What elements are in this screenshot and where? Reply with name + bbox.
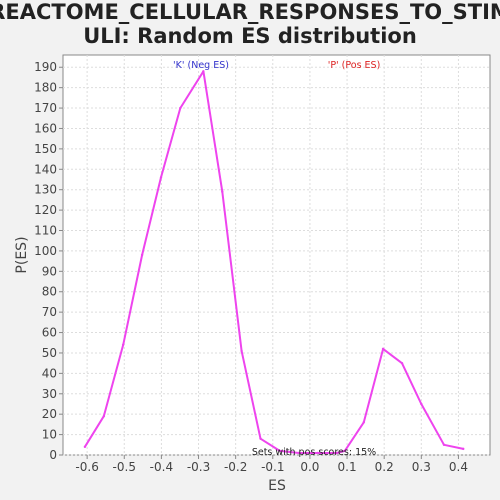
plot-area xyxy=(62,54,491,456)
data-point xyxy=(102,415,106,418)
data-point xyxy=(179,106,182,110)
x-tick-label: 0.2 xyxy=(375,460,394,474)
x-tick-label: -0.1 xyxy=(261,460,284,474)
data-point xyxy=(362,421,365,424)
data-point xyxy=(202,70,205,73)
y-tick-label: 190 xyxy=(34,60,57,74)
y-tick-label: 120 xyxy=(34,203,57,217)
y-tick-label: 110 xyxy=(34,224,57,238)
neg-es-label: 'K' (Neg ES) xyxy=(173,60,229,71)
data-point xyxy=(381,347,385,351)
x-tick-label: -0.6 xyxy=(75,460,98,474)
data-point xyxy=(140,253,144,257)
data-point xyxy=(83,445,87,449)
data-point xyxy=(462,447,465,451)
data-point xyxy=(316,451,319,455)
data-point xyxy=(420,402,423,406)
x-tick-label: 0.3 xyxy=(412,460,431,474)
y-tick-label: 180 xyxy=(34,81,57,95)
x-tick-label: 0.1 xyxy=(338,460,357,474)
y-tick-label: 90 xyxy=(42,264,57,278)
y-tick-label: 130 xyxy=(34,183,57,197)
y-tick-label: 20 xyxy=(42,407,57,421)
y-tick-label: 40 xyxy=(42,366,57,380)
pos-es-label: 'P' (Pos ES) xyxy=(328,60,381,71)
series-layer xyxy=(83,70,465,455)
y-tick-label: 50 xyxy=(42,346,57,360)
chart-title-line-2: ULI: Random ES distribution xyxy=(83,24,417,48)
x-tick-label: -0.2 xyxy=(224,460,247,474)
data-point xyxy=(121,343,125,346)
y-tick-label: 140 xyxy=(34,162,57,176)
chart-title-line-1: REACTOME_CELLULAR_RESPONSES_TO_STIM xyxy=(0,0,500,24)
y-tick-label: 70 xyxy=(42,305,57,319)
x-tick-label: 0.0 xyxy=(300,460,319,474)
y-tick-label: 170 xyxy=(34,101,57,115)
data-point xyxy=(159,176,163,179)
x-tick-label: -0.3 xyxy=(187,460,210,474)
data-point xyxy=(442,443,446,446)
x-tick-label: -0.4 xyxy=(150,460,173,474)
x-axis-ticks: -0.6 -0.5 -0.4 -0.3 -0.2 -0.1 0.0 0.1 0.2 0.3 0.4 xyxy=(75,455,468,474)
x-tick-label: -0.5 xyxy=(113,460,136,474)
data-point xyxy=(297,451,300,455)
data-point xyxy=(240,349,243,353)
grid xyxy=(63,55,490,456)
y-tick-label: 30 xyxy=(42,387,57,401)
data-point xyxy=(400,361,404,365)
y-tick-label: 60 xyxy=(42,326,57,340)
y-tick-label: 160 xyxy=(34,121,57,135)
data-point xyxy=(278,449,282,453)
data-point xyxy=(259,437,262,440)
y-tick-label: 10 xyxy=(42,428,57,442)
data-point xyxy=(343,449,347,453)
y-tick-label: 150 xyxy=(34,142,57,156)
y-axis-ticks: 0 10 20 30 40 50 60 70 80 90 100 110 120 130 140 150 160… xyxy=(34,60,63,462)
y-axis-label: P(ES) xyxy=(14,236,30,273)
y-tick-label: 80 xyxy=(42,285,57,299)
x-axis-label: ES xyxy=(268,478,286,494)
x-tick-label: 0.4 xyxy=(449,460,468,474)
y-tick-label: 100 xyxy=(34,244,57,258)
data-point xyxy=(335,451,339,455)
data-point xyxy=(221,190,224,193)
y-tick-label: 0 xyxy=(49,448,57,462)
pos-scores-note: Sets with pos scores: 15% xyxy=(252,447,376,458)
